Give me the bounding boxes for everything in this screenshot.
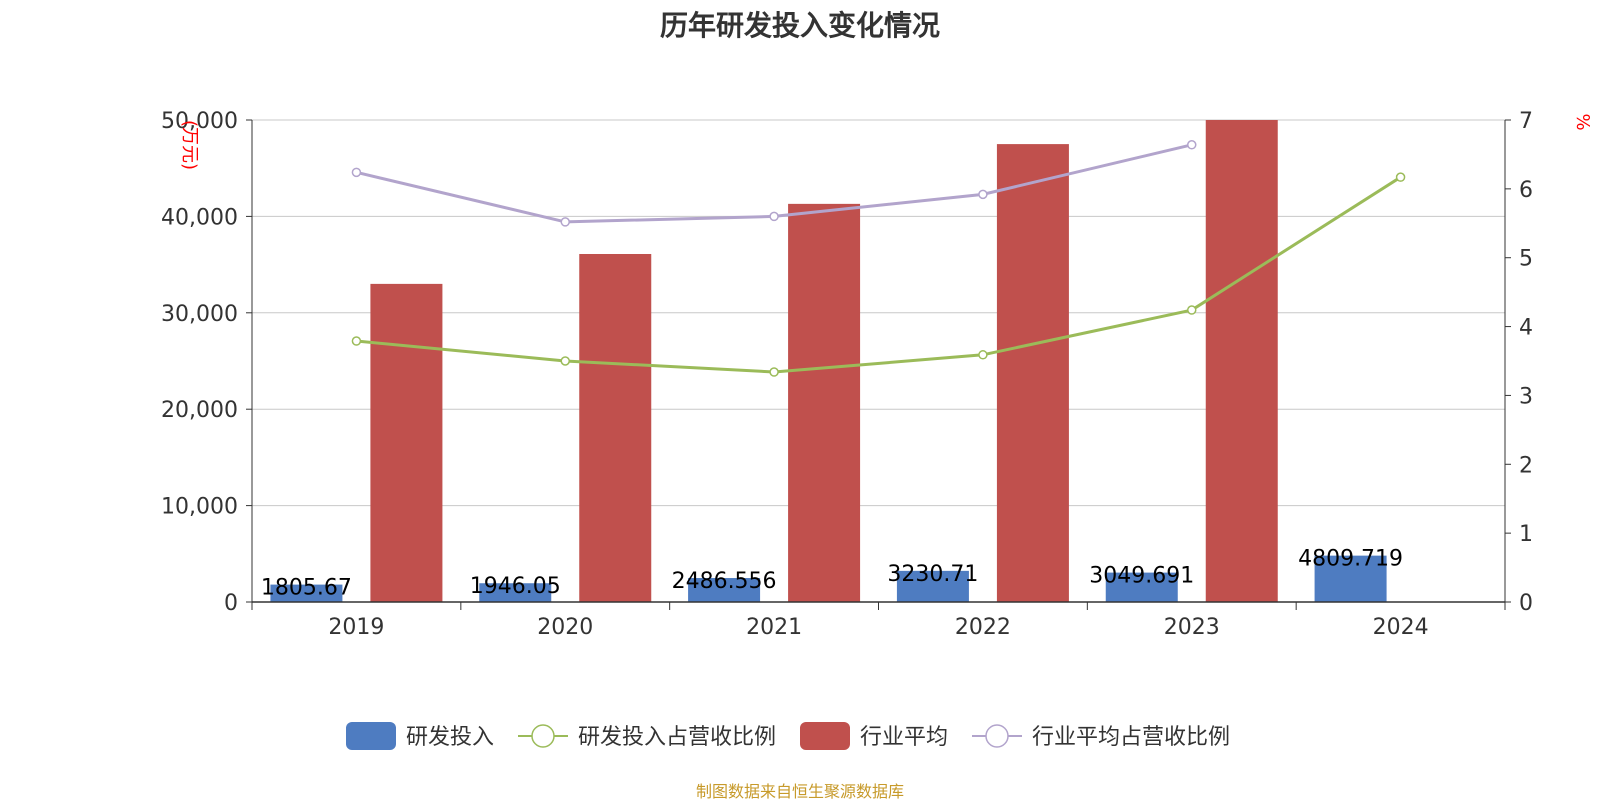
bar-rd-investment — [479, 583, 552, 602]
legend-label: 行业平均占营收比例 — [1032, 725, 1230, 750]
axes: 0 10,000 20,000 30,000 40,000 50,000 0 1 2 3 4 5 6 7 (… — [161, 109, 1593, 640]
y-left-unit: (万元) — [179, 120, 200, 170]
point-rd-ratio — [1395, 172, 1406, 182]
legend-item[interactable]: 研发投入 — [346, 722, 494, 750]
legend-swatch-marker — [531, 724, 555, 748]
point-industry-ratio — [769, 211, 779, 222]
legend-label: 研发投入占营收比例 — [578, 725, 776, 750]
legend-swatch-marker — [985, 724, 1009, 748]
y-right-tick-label: 3 — [1519, 384, 1533, 409]
data-label: 3230.71 — [887, 562, 978, 587]
point-rd-ratio — [560, 356, 570, 366]
legend-swatch-bar — [800, 722, 850, 750]
data-labels: 1805.67 1946.05 2486.556 3230.71 3049.691 480… — [261, 547, 1403, 601]
y-left-tick-label: 20,000 — [161, 398, 238, 423]
x-tick-label: 2021 — [746, 615, 802, 640]
line-rd-ratio — [356, 175, 1402, 374]
point-industry-ratio — [351, 167, 362, 178]
y-left-tick-label: 50,000 — [161, 109, 238, 134]
bar-rd-investment — [688, 578, 761, 602]
point-industry-ratio — [560, 217, 570, 227]
legend-item[interactable]: 行业平均占营收比例 — [972, 724, 1230, 750]
legend-swatch-bar — [346, 722, 396, 750]
bar-industry-avg — [788, 203, 861, 603]
y-right-tick-label: 2 — [1519, 453, 1533, 478]
bar-rd-investment — [1314, 555, 1387, 602]
legend-item[interactable]: 研发投入占营收比例 — [518, 724, 776, 750]
legend[interactable]: 研发投入 研发投入占营收比例 行业平均 行业平均占营收比例 — [346, 722, 1230, 750]
grid-lines — [252, 119, 1505, 507]
y-left-tick-label: 10,000 — [161, 495, 238, 520]
y-right-tick-label: 0 — [1519, 591, 1533, 616]
y-right-unit: % — [1572, 113, 1593, 130]
point-rd-ratio — [1187, 305, 1197, 315]
y-right-tick-label: 6 — [1519, 178, 1533, 203]
bar-rd-investment — [896, 570, 969, 602]
legend-label: 行业平均 — [860, 725, 948, 750]
data-label: 1805.67 — [261, 576, 352, 601]
point-industry-ratio — [978, 189, 988, 200]
x-tick-label: 2024 — [1373, 615, 1429, 640]
chart-title: 历年研发投入变化情况 — [659, 9, 940, 42]
y-right-tick-label: 1 — [1519, 522, 1533, 547]
y-left-tick-label: 0 — [224, 591, 238, 616]
data-label: 3049.691 — [1089, 564, 1194, 589]
x-tick-label: 2023 — [1164, 615, 1220, 640]
legend-item[interactable]: 行业平均 — [800, 722, 948, 750]
data-label: 1946.05 — [470, 574, 561, 599]
y-left-tick-label: 40,000 — [161, 205, 238, 230]
source-note: 制图数据来自恒生聚源数据库 — [695, 782, 904, 801]
legend-label: 研发投入 — [406, 725, 494, 750]
lines — [351, 140, 1406, 377]
y-right-tick-label: 5 — [1519, 247, 1533, 272]
x-tick-label: 2019 — [328, 615, 384, 640]
point-industry-ratio — [1187, 140, 1197, 150]
y-left-tick-label: 30,000 — [161, 302, 238, 327]
bar-industry-avg — [996, 144, 1069, 602]
x-tick-label: 2022 — [955, 615, 1011, 640]
bar-industry-avg — [370, 283, 443, 602]
bar-rd-investment — [270, 584, 343, 602]
y-right-tick-label: 4 — [1519, 316, 1533, 341]
x-tick-label: 2020 — [537, 615, 593, 640]
point-rd-ratio — [769, 367, 779, 377]
data-label: 2486.556 — [672, 569, 777, 594]
bars — [270, 120, 1387, 603]
y-right-tick-label: 7 — [1519, 109, 1533, 134]
bar-industry-avg — [579, 253, 652, 602]
bar-industry-avg — [1205, 120, 1278, 602]
point-rd-ratio — [351, 336, 362, 346]
data-label: 4809.719 — [1298, 547, 1403, 572]
bar-rd-investment — [1105, 572, 1178, 602]
point-rd-ratio — [978, 350, 988, 360]
